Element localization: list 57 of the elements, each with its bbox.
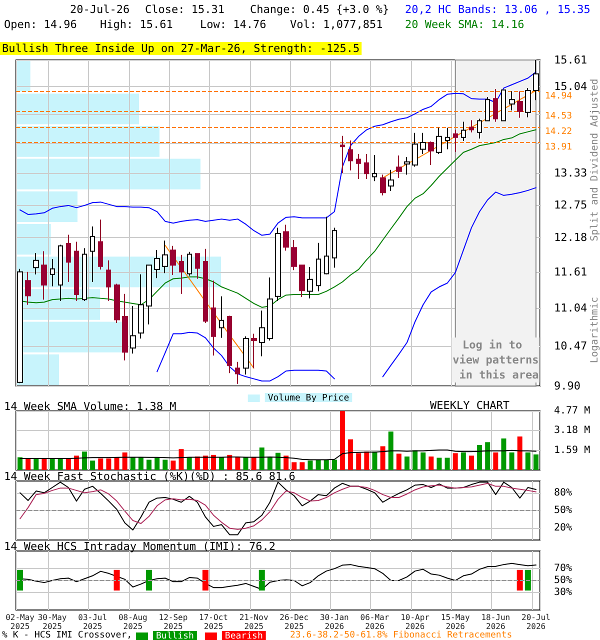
text: High: 15.61 <box>100 18 173 31</box>
y-tick-label: 1.59 M <box>554 444 590 456</box>
x-tick-label: 10-Apr 2026 <box>400 613 430 631</box>
text: Change: 0.45 {+3.0 %} <box>250 3 390 16</box>
y-tick-label: 4.77 M <box>554 406 590 416</box>
y-tick-label: 70% <box>554 563 572 574</box>
text: 23.6-38.2-50-61.8% Fibonacci Retracements <box>290 630 512 640</box>
y-tick-label: 30% <box>554 586 572 598</box>
x-tick-label: 18-Jun 2026 <box>481 613 510 631</box>
y-tick-label: 50% <box>554 575 572 586</box>
ref-line-label: 13.91 <box>545 142 572 153</box>
x-tick-label: 02-May 2025 <box>6 613 35 631</box>
text: 20,2 HC Bands: 13.06 , 15.35 <box>405 3 590 16</box>
text: Vol: 1,077,851 <box>290 18 383 31</box>
x-tick-label: 06-Mar 2026 <box>360 613 390 631</box>
chart-title: 14 Week HCS Intraday Momentum (IMI): 76.2 <box>4 540 276 553</box>
text: Logarithmic <box>590 296 600 364</box>
legend-label: Volume By Price <box>268 394 350 404</box>
y-tick-label: 10.47 <box>554 339 588 352</box>
ref-line-label: 14.22 <box>545 126 572 137</box>
x-tick-label: 08-Aug 2025 <box>118 613 148 631</box>
y-tick-label: 13.33 <box>554 166 588 180</box>
ref-line-label: 14.53 <box>545 111 572 122</box>
x-tick-label: 20-Jul 2026 <box>522 613 551 631</box>
x-tick-label: 15-May 2026 <box>440 613 470 631</box>
text: Open: 14.96 <box>4 18 77 31</box>
legend-title: % K - HCS IMI Crossover, <box>2 630 132 640</box>
x-tick-label: 30-Jan 2026 <box>320 613 350 631</box>
band-label: Log in to view patterns in this area <box>452 338 539 382</box>
legend-label: Bearish <box>224 632 263 640</box>
chart-title: 14 Week Fast Stochastic (%K)(%D) : 85.6 81.6 <box>4 470 296 483</box>
y-tick-label: 80% <box>554 487 572 498</box>
y-tick-label: 20% <box>554 522 572 534</box>
y-axis-title: Split and Dividend Adjusted <box>590 78 600 242</box>
y-tick-label: 9.90 <box>554 380 580 392</box>
x-tick-label: 30-May 2025 <box>38 613 67 631</box>
y-tick-label: 3.18 M <box>554 425 590 436</box>
y-tick-label: 12.75 <box>554 198 588 212</box>
y-tick-label: 11.04 <box>554 301 588 314</box>
chart-title: Bullish Three Inside Up on 27-Mar-26, Strength: -125.5 <box>2 42 360 55</box>
legend-label: Bullish <box>156 632 194 640</box>
text: 20-Jul-26 <box>70 3 130 16</box>
text: Low: 14.76 <box>200 18 266 31</box>
ref-line-label: 14.94 <box>545 91 572 102</box>
chart-title: 14 Week SMA Volume: 1.38 M <box>4 400 177 413</box>
text: 20 Week SMA: 14.16 <box>405 18 524 31</box>
y-tick-label: 12.18 <box>554 231 588 244</box>
x-tick-label: 03-Jul 2025 <box>78 613 108 631</box>
y-tick-label: 50% <box>554 505 572 516</box>
x-tick-label: 21-Nov 2025 <box>239 613 268 631</box>
x-tick-label: 26-Dec 2025 <box>280 613 309 631</box>
text: Close: 15.31 <box>145 3 224 16</box>
annotation: WEEKLY CHART <box>430 399 510 412</box>
x-tick-label: 17-Oct 2025 <box>199 613 228 631</box>
y-tick-label: 15.61 <box>554 54 588 66</box>
y-tick-label: 11.61 <box>554 265 588 278</box>
x-tick-label: 12-Sep 2025 <box>158 613 188 631</box>
